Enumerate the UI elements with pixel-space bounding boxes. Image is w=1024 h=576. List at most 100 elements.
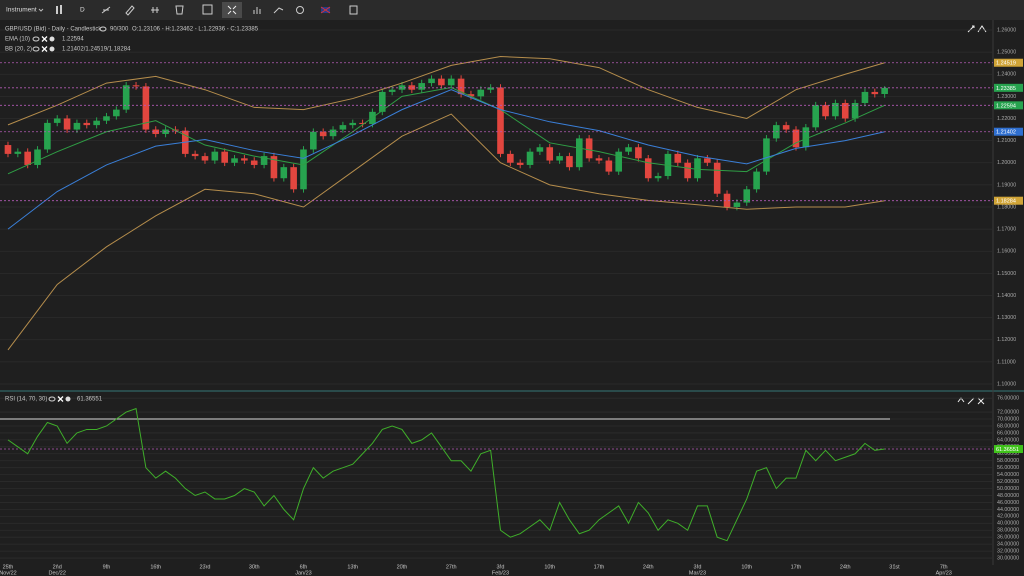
candle-body (359, 122, 366, 125)
candle-body (861, 91, 869, 103)
settings-tool[interactable] (296, 6, 304, 14)
y-tick-label: 50.00000 (997, 486, 1019, 492)
pencil-tool[interactable] (125, 5, 135, 16)
chart-type-icon[interactable] (56, 6, 58, 14)
chart-type-icon-b (60, 5, 62, 14)
remove-indicator[interactable] (41, 36, 48, 42)
layout-tool[interactable] (202, 4, 213, 15)
candle-body (723, 193, 731, 207)
y-tick-label: 66.00000 (997, 430, 1019, 436)
visibility-toggle[interactable] (99, 26, 107, 32)
y-tick-label: 68.00000 (997, 423, 1019, 429)
candle-body (832, 102, 839, 117)
x-tick-label: 17th (791, 564, 802, 570)
candle-body (615, 151, 622, 172)
candle-body (388, 89, 396, 92)
price-tag-box (994, 101, 1023, 110)
candle-body (24, 151, 31, 165)
delete-tool[interactable] (175, 5, 184, 15)
x-tick-sublabel: Nov/22 (0, 570, 17, 576)
x-tick-sublabel: Jan/23 (295, 570, 312, 576)
candle-body (694, 158, 701, 179)
y-tick-label: 48.00000 (997, 493, 1019, 499)
candle-body (438, 78, 445, 86)
candle-body (44, 122, 51, 150)
chart-title: GBP/USD (Bid) - Daily - Candlestick (5, 27, 102, 33)
x-tick-label: 10th (544, 564, 555, 570)
candle-body (674, 153, 682, 163)
y-tick-label: 1.16000 (997, 249, 1016, 255)
x-tick-label: 7th (940, 564, 948, 570)
remove-indicator[interactable] (41, 46, 48, 52)
y-tick-label: 1.19000 (997, 182, 1016, 188)
instrument-menu[interactable]: Instrument (6, 7, 37, 14)
y-tick-label: 42.00000 (997, 514, 1019, 520)
indicator-settings[interactable] (49, 36, 55, 42)
visibility-toggle[interactable] (32, 36, 40, 42)
x-tick-label: 6th (300, 564, 308, 570)
y-tick-label: 1.20000 (997, 160, 1016, 166)
rsi-tag-label: 61.36551 (996, 447, 1019, 453)
candle-body (418, 83, 425, 90)
price-tag-label: 1.22594 (996, 103, 1016, 109)
y-tick-label: 1.12000 (997, 337, 1016, 343)
flag-cross (320, 6, 331, 14)
timeframe-menu[interactable]: D (80, 7, 85, 14)
visibility-toggle[interactable] (48, 396, 56, 402)
y-tick-label: 70.00000 (997, 416, 1019, 422)
candle-body (93, 120, 100, 126)
price-tag-label: 1.18284 (996, 199, 1016, 205)
y-tick-label: 1.24000 (997, 72, 1016, 78)
y-tick-label: 1.22000 (997, 116, 1016, 122)
y-tick-label: 1.26000 (997, 27, 1016, 33)
y-tick-label: 44.00000 (997, 507, 1019, 513)
x-tick-label: 3rd (694, 564, 702, 570)
y-tick-label: 60.00000 (997, 451, 1019, 457)
indicator-settings[interactable] (65, 396, 71, 402)
y-tick-label: 30.00000 (997, 555, 1019, 561)
x-tick-sublabel: Dec/22 (49, 570, 66, 576)
candle-body (467, 94, 475, 97)
price-tag-label: 1.23385 (996, 86, 1016, 92)
screenshot-tool[interactable] (349, 5, 358, 15)
x-tick-label: 9th (103, 564, 111, 570)
y-tick-label: 36.00000 (997, 535, 1019, 541)
candle-body (536, 147, 544, 152)
y-tick-label: 56.00000 (997, 465, 1019, 471)
candle-body (378, 91, 386, 112)
y-tick-label: 1.23000 (997, 94, 1016, 100)
indicator-settings[interactable] (49, 46, 55, 52)
x-tick-label: 2nd (53, 564, 62, 570)
candle-body (339, 125, 347, 130)
trend-tool[interactable] (273, 7, 284, 14)
bb-upper (7, 56, 885, 126)
candle-body (201, 156, 209, 161)
toolbar: Instrument D (0, 0, 1024, 20)
x-tick-sublabel: Mar/23 (689, 570, 706, 576)
y-tick-label: 46.00000 (997, 500, 1019, 506)
visibility-toggle[interactable] (32, 46, 40, 52)
y-tick-label: 72.00000 (997, 409, 1019, 415)
crosshair-tool-active[interactable] (222, 2, 242, 18)
price-tag-box (994, 58, 1023, 67)
candle-body (280, 167, 288, 179)
draw-line-tool[interactable] (101, 6, 111, 14)
candle-body (792, 129, 800, 148)
remove-indicator[interactable] (57, 396, 64, 402)
candle-body (103, 116, 110, 121)
fib-tool[interactable] (151, 7, 159, 13)
candle-body (497, 87, 504, 154)
x-tick-label: 3rd (497, 564, 505, 570)
dropdown-arrow (38, 8, 44, 12)
y-tick-label: 1.25000 (997, 50, 1016, 56)
candle-body (743, 189, 751, 203)
toolbar-bg (0, 0, 1024, 20)
candle-body (4, 145, 12, 154)
candle-body (871, 91, 879, 95)
candle-body (132, 85, 140, 87)
candle-body (507, 153, 514, 163)
rsi-tag-box (994, 445, 1023, 454)
y-tick-label: 1.18000 (997, 204, 1016, 210)
y-tick-label: 40.00000 (997, 521, 1019, 527)
indicators-tool[interactable] (253, 7, 261, 14)
